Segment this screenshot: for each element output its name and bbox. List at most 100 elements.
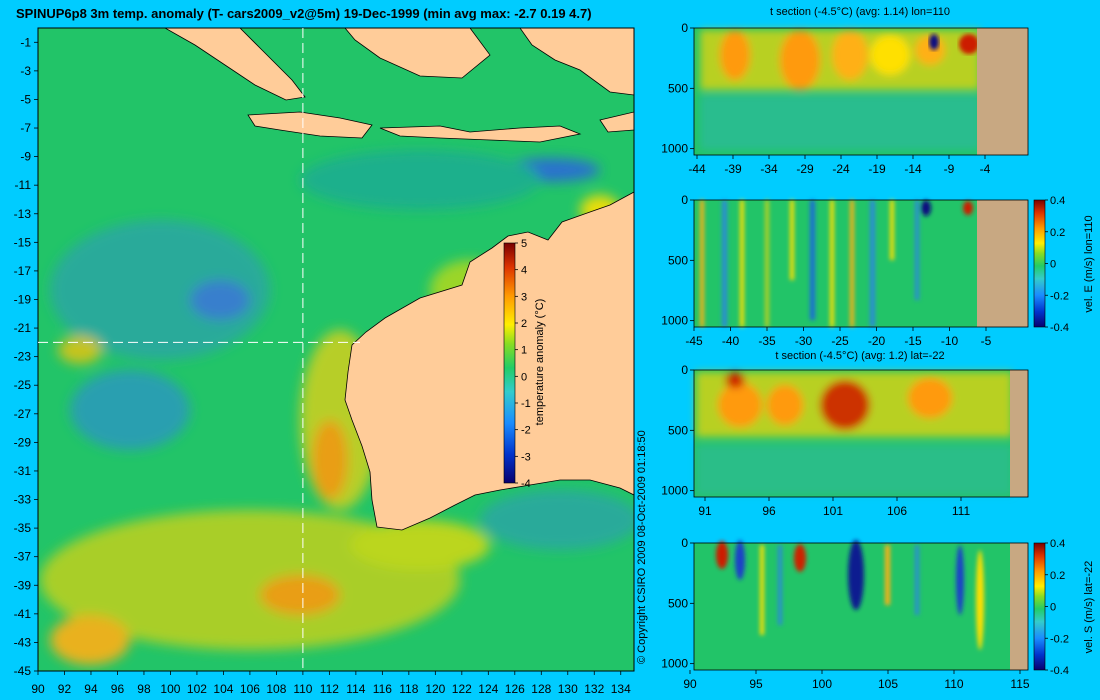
map-y-tick-label: -27 [14,407,32,421]
timor-land [599,111,634,133]
section-y-tick-label: 0 [681,21,688,35]
section-x-tick-label: 106 [887,504,907,518]
map-y-tick-label: -11 [15,178,32,192]
section-y-tick-label: 1000 [661,314,688,328]
section-colorbar-tick: -0.4 [1050,322,1069,334]
map-x-tick-label: 118 [399,682,418,696]
section-x-tick-label: 115 [1010,677,1029,691]
section-colorbar-tick: 0 [1050,602,1056,614]
map-y-tick-label: -43 [14,635,32,649]
australia-land [344,191,634,531]
map-x-tick-label: 102 [187,682,207,696]
map-x-tick-label: 94 [84,682,98,696]
section-colorbar-tick: 0.2 [1050,570,1065,582]
map-x-tick-label: 134 [611,682,631,696]
map-colorbar-tick: 5 [521,238,527,250]
section-x-tick-label: -10 [941,334,959,348]
section-colorbar-tick: -0.4 [1050,665,1069,677]
section-x-tick-label: -45 [685,334,703,348]
map-x-ticks: 90 92 94 96 98 100 102 104 106 108 110 112 114 116 118… [31,671,631,696]
map-y-tick-label: -17 [14,264,32,278]
section-x-tick-label: 111 [952,504,971,518]
vel-e-colorbar [1033,199,1046,328]
map-x-tick-label: 110 [293,682,312,696]
map-x-tick-label: 90 [31,682,45,696]
map-x-tick-label: 120 [425,682,445,696]
map-y-tick-label: -1 [20,35,31,49]
vel-s-colorbar [1033,542,1046,671]
map-frame [37,27,635,672]
borneo-land [344,28,491,79]
map-x-tick-label: 108 [266,682,286,696]
map-y-tick-label: -33 [14,493,32,507]
section-colorbar-tick: -0.2 [1050,290,1069,302]
map-y-tick-label: -19 [14,292,32,306]
section-y-tick-label: 1000 [661,657,688,671]
map-y-tick-label: -5 [20,92,31,106]
vel-e-colorbar-label: vel. E (m/s) lon=110 [1083,215,1095,312]
map-y-tick-label: -15 [14,235,32,249]
map-x-tick-label: 104 [213,682,233,696]
map-y-tick-label: -21 [14,321,32,335]
section-x-tick-label: -20 [868,334,886,348]
sumatra-land [164,28,306,101]
section-y-tick-label: 500 [668,81,688,95]
map-y-tick-label: -3 [20,64,31,78]
section-x-tick-label: -44 [688,162,706,176]
section-x-tick-label: -39 [724,162,742,176]
section-y-tick-label: 0 [681,536,688,550]
t-section-lat-panel [693,369,1029,498]
section-x-tick-label: 110 [944,677,963,691]
map-x-tick-label: 116 [373,682,392,696]
section-y-tick-label: 500 [668,253,688,267]
map-x-tick-label: 112 [320,682,339,696]
map-x-tick-label: 128 [531,682,551,696]
map-y-tick-label: -37 [14,550,32,564]
map-colorbar-tick: 4 [521,265,527,277]
section-x-tick-label: 105 [878,677,898,691]
section-x-tick-label: -25 [831,334,849,348]
section-colorbar-tick: -0.2 [1050,633,1069,645]
section-x-tick-label: -29 [796,162,814,176]
section-x-tick-label: -24 [832,162,850,176]
map-y-tick-label: -41 [14,607,32,621]
section-y-tick-label: 1000 [661,142,688,156]
panel3-title: t section (-4.5°C) (avg: 1.2) lat=-22 [775,350,944,362]
map-y-tick-label: -7 [20,121,31,135]
section-x-tick-label: -9 [944,162,955,176]
map-y-tick-label: -45 [14,664,32,678]
map-x-tick-label: 106 [240,682,260,696]
panel1-title: t section (-4.5°C) (avg: 1.14) lon=110 [770,6,950,18]
map-y-tick-label: -29 [14,435,32,449]
section-y-tick-label: 0 [681,363,688,377]
section-y-tick-label: 0 [681,193,688,207]
vel-s-section-panel [693,540,1029,671]
section-x-tick-label: 91 [698,504,712,518]
section-y-tick-label: 500 [668,423,688,437]
section-colorbar-tick: 0.2 [1050,227,1065,239]
map-x-tick-label: 132 [584,682,604,696]
section-x-tick-label: -4 [980,162,991,176]
map-colorbar-tick: -3 [521,451,531,463]
vel-e-section-panel [693,199,1029,328]
map-x-tick-label: 92 [58,682,72,696]
section-x-tick-label: -5 [981,334,992,348]
map-colorbar-tick: 3 [521,291,527,303]
section-x-tick-label: 101 [823,504,843,518]
map-y-tick-label: -35 [14,521,32,535]
section-x-tick-label: -19 [868,162,886,176]
map-colorbar-ticks: 5 4 3 2 1 0 -1 -2 -3 -4 [515,238,531,490]
map-colorbar-tick: -2 [521,425,531,437]
section-x-tick-label: -35 [758,334,776,348]
map-y-tick-label: -25 [14,378,32,392]
t-section-lon-panel [693,27,1029,156]
sunda-islands-land [379,125,582,143]
map-colorbar-label: temperature anomaly (°C) [534,299,546,426]
map-y-tick-label: -9 [20,150,31,164]
map-colorbar [503,242,516,484]
map-x-tick-label: 122 [452,682,472,696]
map-y-tick-label: -39 [14,578,32,592]
java-land [247,111,373,139]
section-x-tick-label: -15 [904,334,922,348]
